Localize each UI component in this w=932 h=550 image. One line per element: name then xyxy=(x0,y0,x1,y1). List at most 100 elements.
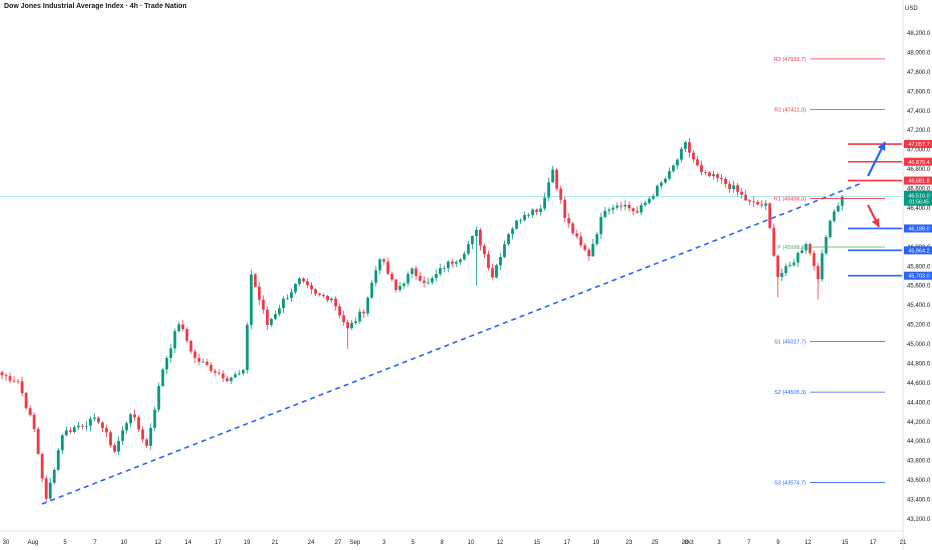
candle-body xyxy=(129,414,133,424)
candle-body xyxy=(800,250,804,253)
candle-body xyxy=(696,159,699,166)
candle-body xyxy=(418,275,422,281)
candle-body xyxy=(732,185,736,189)
x-tick-label: 12 xyxy=(155,540,162,546)
candle-body xyxy=(607,209,611,211)
candle-body xyxy=(700,165,703,172)
candle-body xyxy=(314,289,317,294)
candle-body xyxy=(788,265,792,267)
candle-body xyxy=(273,314,277,319)
candle-body xyxy=(16,381,20,383)
pivot-label: R2 (47411.3) xyxy=(774,108,806,114)
candle-body xyxy=(161,369,165,386)
candle-body xyxy=(0,372,4,376)
candle-body xyxy=(784,266,788,273)
candle-body xyxy=(434,273,438,279)
candle-body xyxy=(748,200,752,202)
candle-body xyxy=(474,229,478,237)
candle-body xyxy=(81,425,84,427)
y-tick-label: 48,000.0 xyxy=(907,50,931,56)
candle-body xyxy=(543,197,547,209)
x-tick-label: 9 xyxy=(776,540,780,546)
pivot-label: R3 (47933.7) xyxy=(774,57,806,63)
candle-body xyxy=(470,236,474,245)
candle-body xyxy=(245,324,249,371)
candle-body xyxy=(225,378,229,382)
candle-body xyxy=(836,205,840,212)
candle-body xyxy=(667,171,671,179)
candle-body xyxy=(402,283,406,286)
candle-body xyxy=(201,361,205,363)
candle-body xyxy=(350,322,354,329)
candle-body xyxy=(623,204,627,207)
price-level-label: 46,189.0 xyxy=(908,226,929,232)
x-tick-label: 3 xyxy=(717,540,721,546)
x-tick-label: 27 xyxy=(335,540,342,546)
x-tick-label: 23 xyxy=(626,540,633,546)
x-tick-label: 10 xyxy=(121,540,128,546)
candle-body xyxy=(101,422,104,429)
candle-body xyxy=(824,237,828,254)
y-tick-label: 47,600.0 xyxy=(907,89,931,95)
candle-body xyxy=(663,178,667,183)
y-tick-label: 45,800.0 xyxy=(907,264,931,270)
candle-body xyxy=(539,208,543,212)
candle-body xyxy=(306,281,309,286)
candle-body xyxy=(173,331,177,349)
candle-body xyxy=(193,351,197,358)
candle-body xyxy=(149,427,153,446)
candle-body xyxy=(515,220,518,229)
candle-body xyxy=(261,299,265,310)
y-tick-label: 45,200.0 xyxy=(907,323,931,329)
current-price-badge xyxy=(904,190,932,206)
y-tick-label: 47,000.0 xyxy=(907,148,931,154)
candle-body xyxy=(189,340,193,352)
candle-body xyxy=(635,211,639,213)
candle-body xyxy=(483,245,486,255)
candle-body xyxy=(48,482,52,499)
candle-body xyxy=(406,274,410,284)
candle-body xyxy=(438,268,442,274)
candle-body xyxy=(780,272,784,277)
bearish-arrow-head xyxy=(871,218,880,227)
candle-body xyxy=(547,182,551,198)
candle-body xyxy=(398,285,402,290)
candle-body xyxy=(338,306,342,316)
candle-body xyxy=(257,286,261,300)
candle-body xyxy=(559,188,563,200)
candle-body xyxy=(832,211,836,221)
candle-body xyxy=(716,174,719,178)
price-level-badge xyxy=(904,140,932,149)
candle-body xyxy=(137,417,141,430)
candle-body xyxy=(531,209,535,216)
y-tick-label: 43,800.0 xyxy=(907,459,931,465)
candle-body xyxy=(322,294,325,297)
candle-body xyxy=(603,210,607,218)
candle-body xyxy=(125,423,129,431)
currency-label: USD xyxy=(905,6,918,12)
candle-body xyxy=(840,196,844,206)
x-tick-label: Aug xyxy=(28,540,39,546)
candle-body xyxy=(458,259,462,263)
candle-body xyxy=(290,292,293,298)
candle-body xyxy=(121,430,124,441)
candle-body xyxy=(487,254,490,269)
candle-body xyxy=(571,223,575,234)
candle-body xyxy=(346,322,350,329)
candle-body xyxy=(286,297,289,299)
candle-body xyxy=(764,203,768,206)
candle-body xyxy=(478,229,482,246)
candle-body xyxy=(422,280,426,283)
x-tick-label: 8 xyxy=(440,540,444,546)
candle-body xyxy=(651,195,655,199)
candle-body xyxy=(133,414,137,418)
candle-body xyxy=(282,298,285,309)
price-level-badge xyxy=(904,271,932,280)
candle-body xyxy=(599,217,603,235)
candle-body xyxy=(366,297,370,314)
candle-body xyxy=(302,278,305,282)
y-tick-label: 43,600.0 xyxy=(907,478,931,484)
candle-body xyxy=(85,425,88,427)
